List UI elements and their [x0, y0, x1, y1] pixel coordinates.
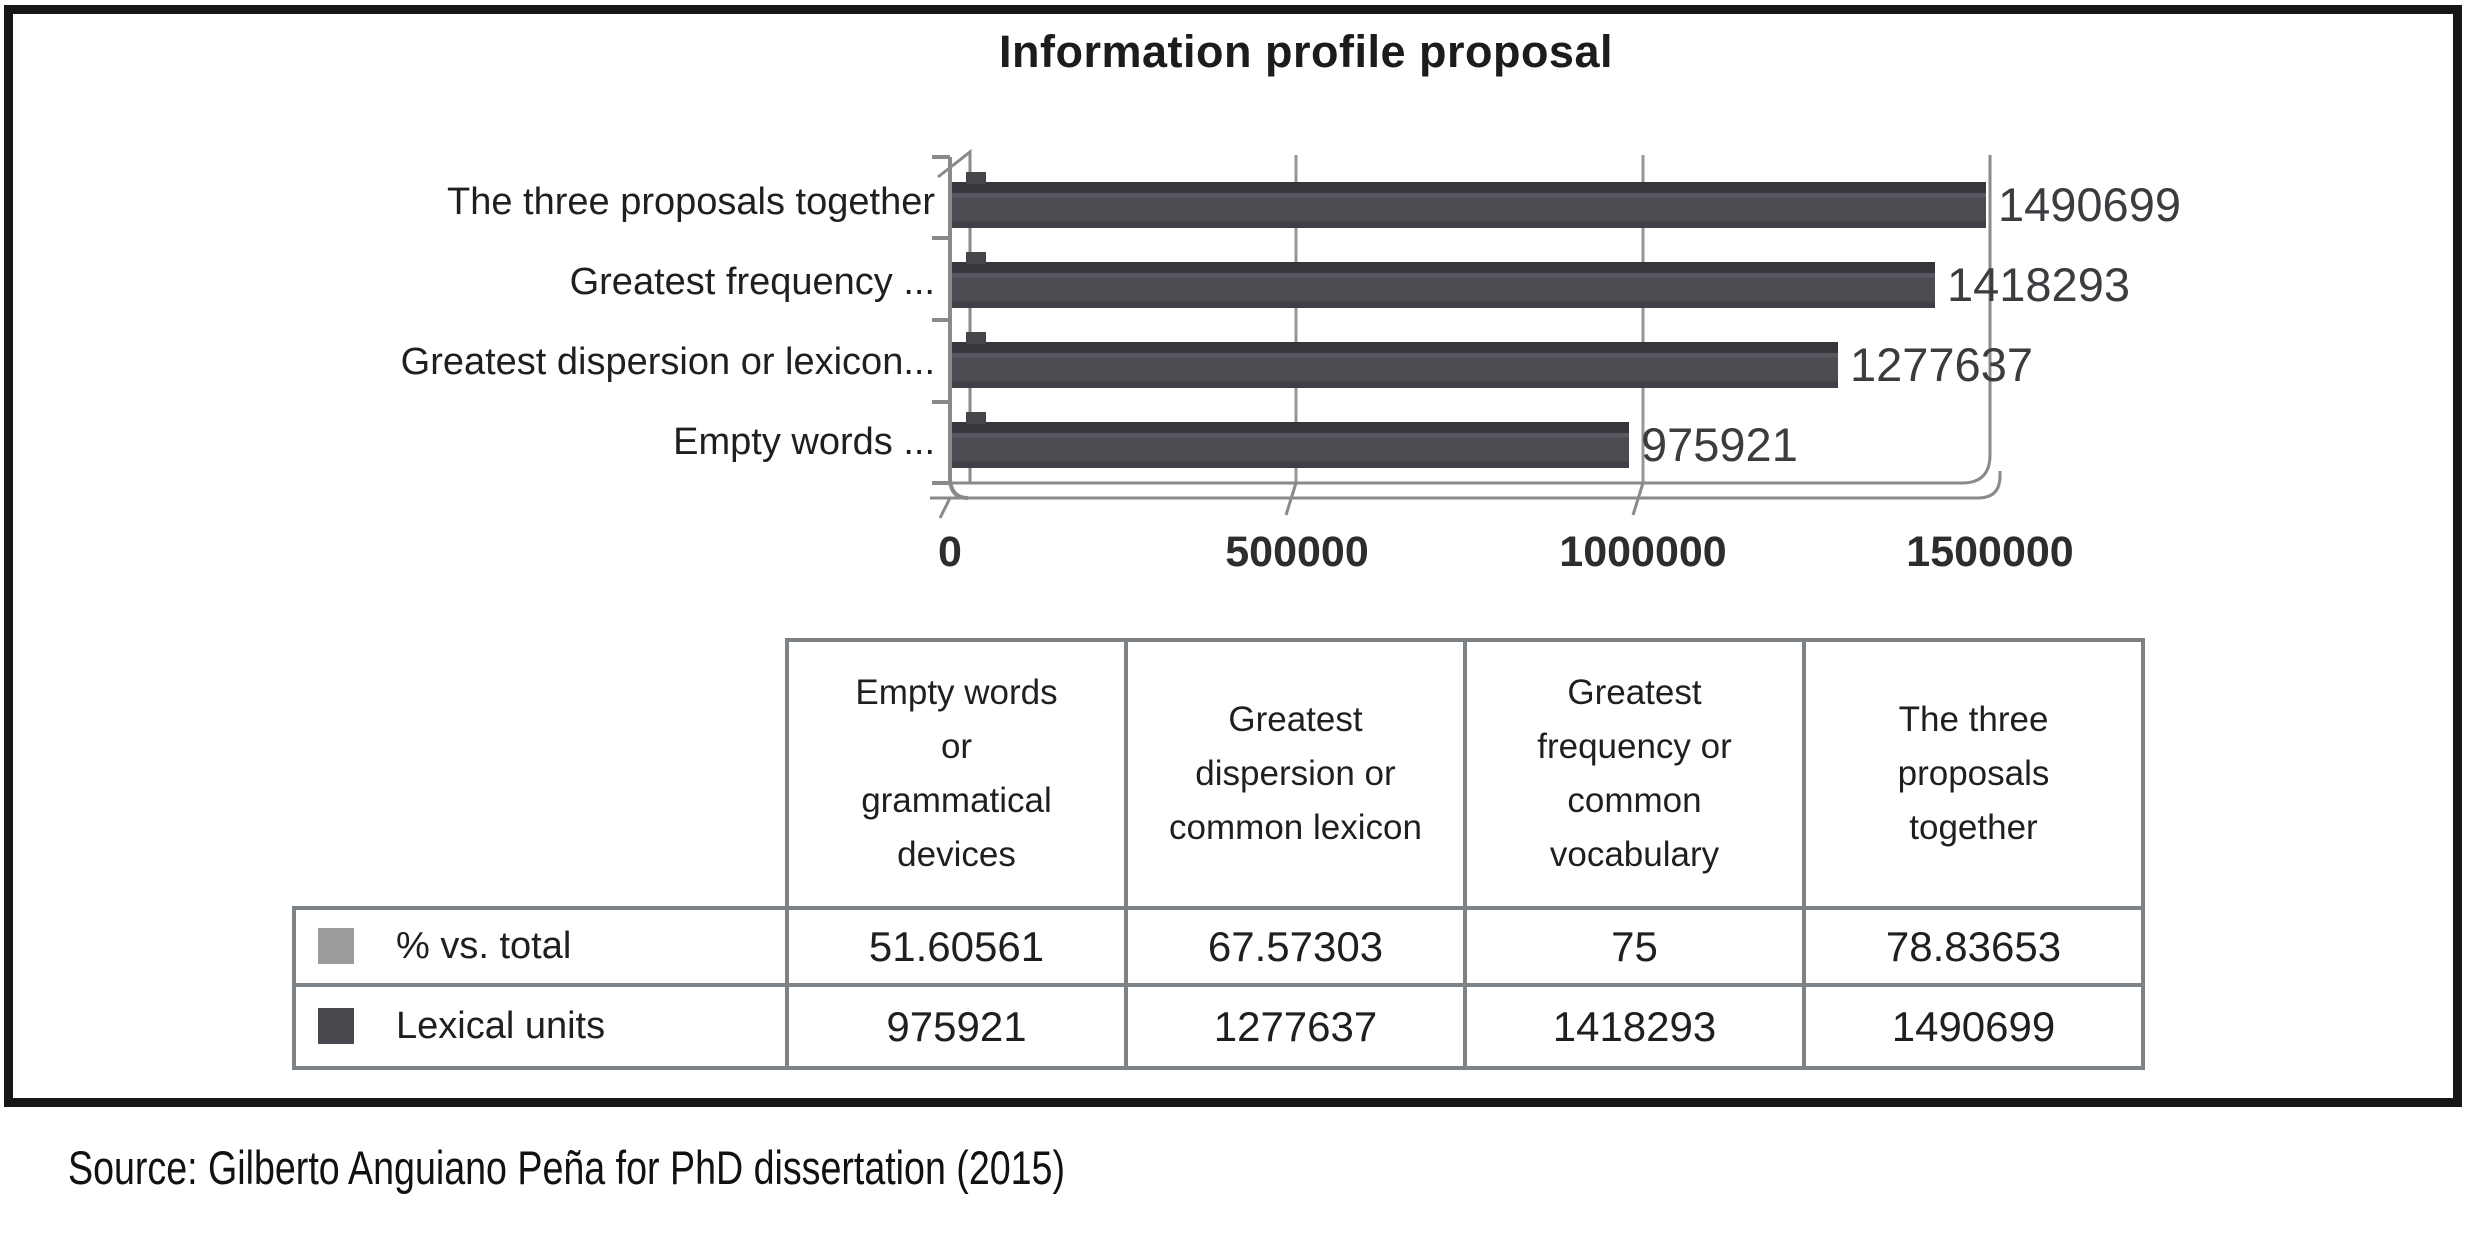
- bar-value-label: 1277637: [1850, 338, 2033, 391]
- bar: [952, 332, 1838, 388]
- table-header-cell: Greatest dispersion or common lexicon: [1124, 638, 1467, 910]
- table-value-cell: 1490699: [1802, 983, 2145, 1070]
- legend-swatch-icon: [318, 1008, 354, 1044]
- data-table: Empty words or grammatical devices Greate…: [292, 638, 2145, 1070]
- source-caption: Source: Gilberto Anguiano Peña for PhD d…: [68, 1141, 1065, 1194]
- table-value-cell: 67.57303: [1124, 906, 1467, 987]
- category-label: Greatest dispersion or lexicon...: [400, 341, 935, 383]
- table-value-cell: 975921: [785, 983, 1128, 1070]
- table-value-cell: 1277637: [1124, 983, 1467, 1070]
- category-label: The three proposals together: [447, 181, 935, 223]
- x-tick-label: 0: [938, 528, 962, 576]
- table-row-label: % vs. total: [292, 906, 789, 987]
- table-value-cell: 75: [1463, 906, 1806, 987]
- x-tick-label: 1000000: [1559, 528, 1727, 576]
- table-header-cell: Greatest frequency or common vocabulary: [1463, 638, 1806, 910]
- bar-value-label: 1490699: [1998, 178, 2181, 231]
- category-label: Empty words ...: [673, 421, 935, 463]
- chart-title: Information profile proposal: [998, 26, 1613, 77]
- bar-value-label: 1418293: [1947, 258, 2130, 311]
- table-header-cell: Empty words or grammatical devices: [785, 638, 1128, 910]
- table-row-label: Lexical units: [292, 983, 789, 1070]
- table-value-cell: 1418293: [1463, 983, 1806, 1070]
- bar-value-label: 975921: [1641, 418, 1798, 471]
- table-header-cell: The three proposals together: [1802, 638, 2145, 910]
- bar-3d-nub: [966, 412, 986, 424]
- legend-swatch-icon: [318, 928, 354, 964]
- table-row-label-text: % vs. total: [396, 925, 572, 967]
- table-blank-corner: [294, 640, 787, 908]
- bar-3d-nub: [966, 332, 986, 344]
- table-value-cell: 51.60561: [785, 906, 1128, 987]
- x-tick-label: 500000: [1225, 528, 1369, 576]
- x-tick-label: 1500000: [1906, 528, 2074, 576]
- table-row: % vs. total 51.60561 67.57303 75 78.83653: [292, 906, 2145, 987]
- bar-3d-nub: [966, 252, 986, 264]
- bar: [952, 252, 1935, 308]
- table-row: Lexical units 975921 1277637 1418293 1490699: [292, 983, 2145, 1070]
- table-row-label-text: Lexical units: [396, 1005, 606, 1047]
- category-label: Greatest frequency ...: [569, 261, 935, 303]
- table-value-cell: 78.83653: [1802, 906, 2145, 987]
- bar: [952, 412, 1629, 468]
- table-header-row: Empty words or grammatical devices Greate…: [294, 638, 2145, 910]
- bar-3d-nub: [966, 172, 986, 184]
- bar: [952, 172, 1986, 228]
